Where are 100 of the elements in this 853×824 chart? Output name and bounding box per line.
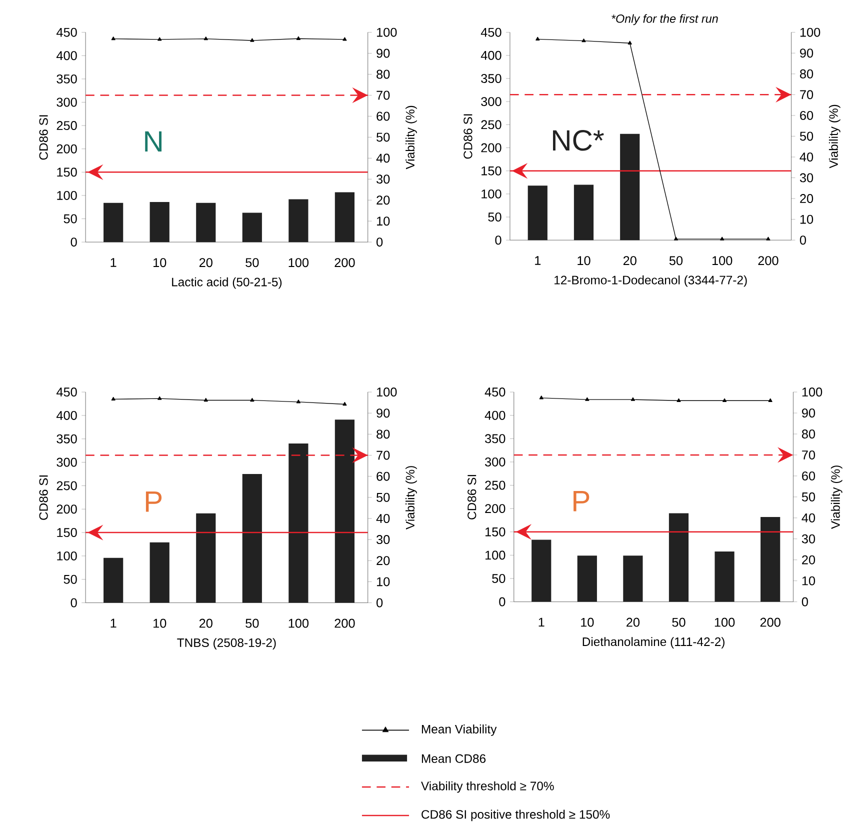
y2-tick-label: 80 <box>376 70 390 79</box>
y2-tick-label: 60 <box>376 472 390 481</box>
y2-tick-label: 70 <box>802 450 816 460</box>
y2-tick-label: 70 <box>376 450 390 460</box>
y2-tick-label: 30 <box>802 534 816 544</box>
bar <box>288 199 308 242</box>
bar <box>574 184 594 240</box>
y-tick-label: 0 <box>70 237 77 246</box>
y-tick-label: 50 <box>488 212 502 222</box>
y-tick-label: 200 <box>485 504 506 513</box>
y2-tick-label: 20 <box>376 195 390 204</box>
x-tick-label: 20 <box>626 618 640 627</box>
y-tick-label: 50 <box>64 214 77 224</box>
bar <box>623 556 643 602</box>
y2-axis-title: Viability (%) <box>406 466 417 530</box>
y-tick-label: 300 <box>56 98 77 107</box>
y-tick-label: 100 <box>482 189 502 198</box>
x-tick-label: 100 <box>712 256 732 265</box>
y-tick-label: 300 <box>485 457 506 466</box>
y-tick-label: 400 <box>480 50 502 60</box>
text: *Only for the first run <box>612 14 718 25</box>
y-tick-label: 250 <box>56 481 77 490</box>
bar <box>528 185 548 240</box>
y2-tick-label: 10 <box>800 214 814 224</box>
x-tick-label: 1 <box>110 258 116 267</box>
y-tick-label: 300 <box>481 96 502 106</box>
y-tick-label: 450 <box>484 387 506 396</box>
bar <box>104 202 124 242</box>
x-tick-label: 20 <box>199 258 212 267</box>
y-tick-label: 100 <box>57 551 77 560</box>
y-tick-label: 150 <box>57 168 77 177</box>
y2-tick-label: 90 <box>800 48 814 58</box>
y-axis-title: CD86 SI <box>464 114 472 159</box>
bar <box>150 542 170 603</box>
bar <box>242 212 262 242</box>
x-tick-label: 200 <box>758 256 778 265</box>
x-tick-label: 100 <box>714 618 735 627</box>
y2-tick-label: 80 <box>800 69 814 78</box>
annotation: NC* <box>553 130 604 151</box>
legend-label: Mean Viability <box>422 724 497 736</box>
y2-tick-label: 60 <box>800 110 814 120</box>
y-tick-label: 350 <box>485 434 506 444</box>
point <box>720 236 724 240</box>
y2-tick-label: 40 <box>376 514 390 523</box>
bar <box>620 134 640 240</box>
x-tick-label: 1 <box>110 618 116 628</box>
x-tick-label: 20 <box>199 618 212 628</box>
y-tick-label: 200 <box>56 504 77 514</box>
bar <box>242 474 262 603</box>
x-tick-label: 50 <box>669 256 683 265</box>
y2-tick-label: 60 <box>802 471 816 480</box>
y-tick-label: 150 <box>482 166 502 176</box>
y2-tick-label: 40 <box>802 513 816 522</box>
y2-tick-label: 0 <box>376 598 383 608</box>
bar <box>334 192 355 242</box>
y-tick-label: 250 <box>56 120 77 130</box>
point <box>536 36 540 40</box>
y-tick-label: 200 <box>56 144 77 154</box>
y2-tick-label: 70 <box>800 90 814 100</box>
y2-tick-label: 70 <box>376 90 390 100</box>
annotation: P <box>574 490 590 512</box>
x-tick-label: 10 <box>581 618 594 627</box>
bar <box>104 558 124 603</box>
y2-tick-label: 30 <box>376 534 390 544</box>
x-tick-label: 200 <box>334 258 355 267</box>
bar <box>150 202 170 242</box>
y-axis-title: CD86 SI <box>468 474 476 520</box>
y-tick-label: 150 <box>485 527 506 536</box>
y2-tick-label: 20 <box>802 555 816 564</box>
x-tick-label: 50 <box>246 618 259 628</box>
x-tick-label: 100 <box>288 618 309 628</box>
x-tick-label: 10 <box>154 258 166 267</box>
x-tick-label: 1 <box>535 256 541 265</box>
y2-tick-label: 80 <box>376 430 390 439</box>
point <box>628 40 632 44</box>
bar <box>577 556 597 602</box>
y-tick-label: 250 <box>485 480 506 490</box>
x-tick-label: 50 <box>246 258 259 267</box>
y-tick-label: 450 <box>56 387 77 396</box>
y2-tick-label: 100 <box>800 28 820 37</box>
y2-tick-label: 40 <box>800 152 814 162</box>
y-tick-label: 200 <box>481 143 502 152</box>
y2-tick-label: 90 <box>802 408 816 418</box>
y2-tick-label: 50 <box>376 492 390 502</box>
x-tick-label: 100 <box>288 258 309 267</box>
bar <box>196 202 216 242</box>
y2-tick-label: 80 <box>802 429 816 438</box>
y-axis-title: CD86 SI <box>39 115 48 160</box>
y-tick-label: 400 <box>56 410 77 420</box>
y-tick-label: 350 <box>56 74 77 84</box>
bar <box>532 540 552 602</box>
annotation: N <box>145 131 162 152</box>
point <box>674 236 678 240</box>
y2-tick-label: 50 <box>800 132 814 141</box>
bar <box>334 420 355 603</box>
y-tick-label: 0 <box>70 598 77 608</box>
x-tick-label: 10 <box>154 618 166 628</box>
y2-tick-label: 30 <box>376 174 390 184</box>
bar <box>196 513 216 603</box>
x-tick-label: 1 <box>538 618 544 626</box>
